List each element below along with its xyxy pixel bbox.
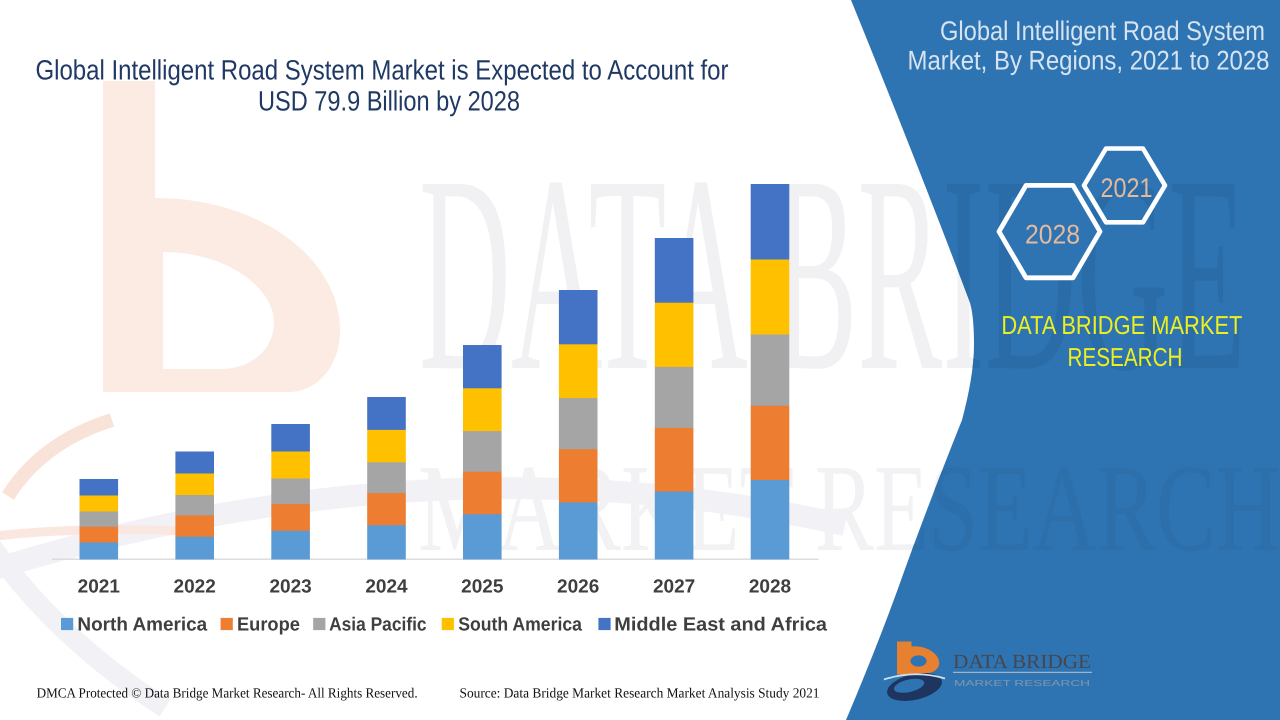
svg-text:2021: 2021 [78, 577, 121, 598]
svg-text:2027: 2027 [653, 577, 695, 598]
svg-text:North America: North America [77, 615, 207, 636]
svg-text:2021: 2021 [1101, 173, 1153, 203]
svg-text:Global Intelligent Road System: Global Intelligent Road System [940, 16, 1265, 46]
svg-text:2028: 2028 [1025, 219, 1080, 249]
svg-text:Asia Pacific: Asia Pacific [329, 615, 427, 636]
svg-text:Europe: Europe [237, 615, 300, 636]
svg-text:2022: 2022 [174, 577, 216, 598]
svg-text:2024: 2024 [365, 577, 408, 598]
svg-text:South America: South America [458, 615, 582, 636]
svg-text:DATA BRIDGE MARKET: DATA BRIDGE MARKET [1001, 310, 1242, 340]
svg-text:MARKET RESEARCH: MARKET RESEARCH [954, 678, 1090, 688]
svg-text:2023: 2023 [269, 577, 311, 598]
svg-text:Middle East and Africa: Middle East and Africa [614, 615, 827, 636]
svg-text:Source: Data Bridge Market Res: Source: Data Bridge Market Research Mark… [460, 687, 820, 702]
svg-text:2026: 2026 [557, 577, 599, 598]
svg-text:Market, By Regions, 2021 to 20: Market, By Regions, 2021 to 2028 [908, 45, 1270, 75]
svg-text:USD 79.9 Billion by 2028: USD 79.9 Billion by 2028 [258, 85, 520, 116]
svg-text:2025: 2025 [461, 577, 504, 598]
svg-text:DATA BRIDGE: DATA BRIDGE [953, 651, 1091, 673]
svg-text:DMCA Protected © Data Bridge M: DMCA Protected © Data Bridge Market Rese… [37, 687, 418, 702]
svg-text:RESEARCH: RESEARCH [1068, 342, 1183, 372]
svg-text:2028: 2028 [749, 577, 791, 598]
svg-text:Global Intelligent Road System: Global Intelligent Road System Market is… [36, 55, 729, 86]
